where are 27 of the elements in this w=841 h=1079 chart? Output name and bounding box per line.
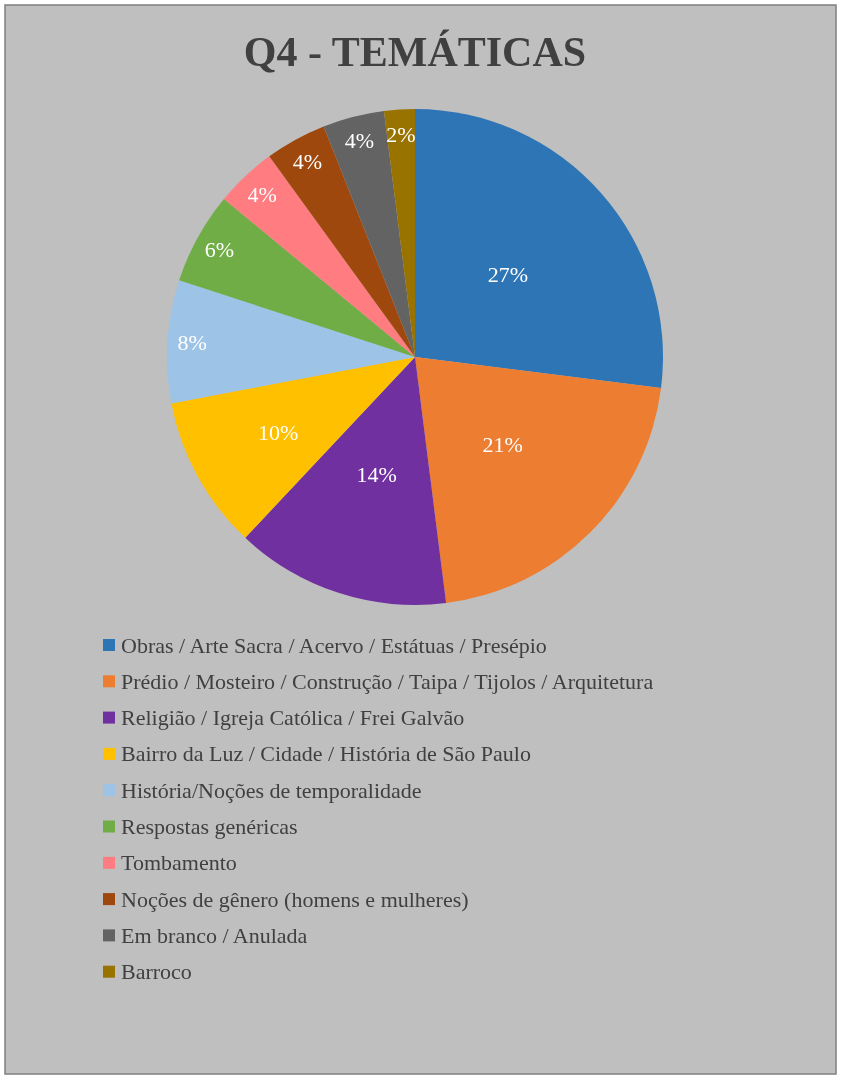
pie-slice (245, 357, 447, 605)
data-label: 8% (177, 330, 207, 356)
legend-label: Religião / Igreja Católica / Frei Galvão (121, 705, 465, 731)
data-label: 4% (292, 148, 323, 174)
pie-slice (167, 280, 415, 404)
data-label: 10% (257, 419, 299, 445)
pie-slice (323, 110, 415, 357)
data-label: 4% (247, 181, 277, 207)
legend-label: História/Noções de temporalidade (121, 777, 422, 803)
pie-slice (415, 357, 662, 604)
legend-label: Prédio / Mosteiro / Construção / Taipa / Tijolos / Arquitetura (121, 668, 654, 694)
pie-slice (171, 357, 415, 538)
pie-slice (415, 109, 663, 389)
data-label: 14% (356, 462, 397, 488)
legend-label: Bairro da Luz / Cidade / História de São Paulo (121, 741, 531, 767)
legend-label: Tombamento (121, 850, 237, 876)
legend-label: Noções de gênero (homens e mulheres) (121, 886, 469, 912)
legend-label: Em branco / Anulada (121, 922, 308, 948)
chart-title: Q4 - TEMÁTICAS (243, 29, 587, 75)
data-label: 27% (487, 262, 529, 288)
data-label: 6% (204, 236, 235, 262)
legend-label: Obras / Arte Sacra / Acervo / Estátuas / Presépio (121, 632, 547, 658)
data-label: 4% (344, 128, 375, 154)
data-label: 21% (482, 432, 523, 458)
data-label: 2% (386, 121, 416, 147)
legend-label: Respostas genéricas (121, 814, 298, 839)
legend-label: Barroco (121, 959, 192, 985)
